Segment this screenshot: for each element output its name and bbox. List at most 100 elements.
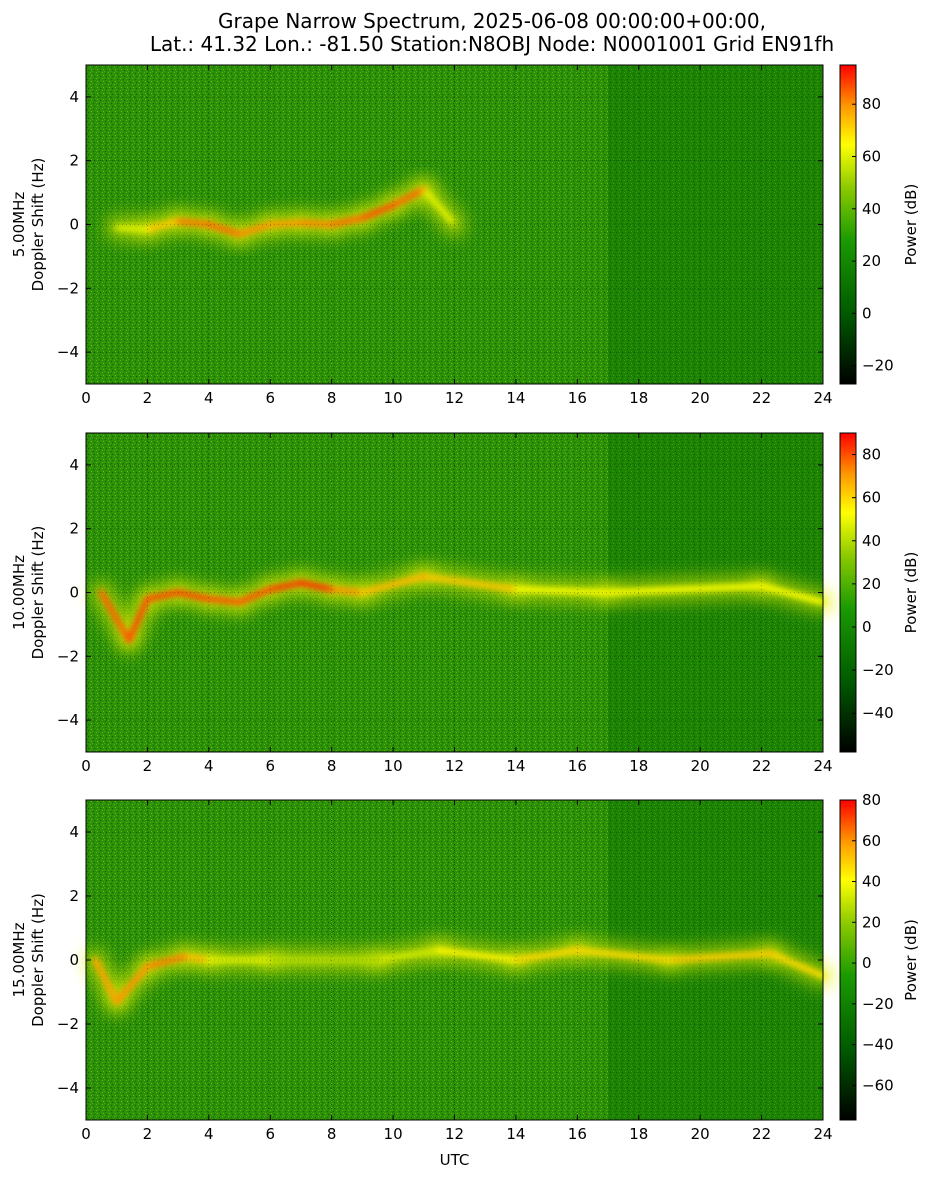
signal-trace-segment bbox=[420, 186, 458, 228]
colorbar-tick-label: −20 bbox=[862, 995, 894, 1013]
colorbar-tick-label: 40 bbox=[862, 532, 881, 550]
signal-point bbox=[605, 590, 611, 595]
signal-trace-segment bbox=[328, 215, 366, 228]
signal-point bbox=[375, 957, 381, 963]
signal-point bbox=[421, 186, 427, 192]
signal-core bbox=[98, 573, 826, 644]
signal-trace-segment bbox=[98, 589, 132, 644]
signal-point bbox=[421, 574, 427, 580]
x-tick-label: 0 bbox=[81, 1125, 91, 1143]
signal-point bbox=[126, 637, 132, 643]
signal-trace-segment bbox=[144, 953, 188, 970]
signal-trace-segment bbox=[359, 202, 397, 222]
y-tick-label: −2 bbox=[57, 1015, 79, 1033]
signal-point bbox=[359, 215, 365, 221]
signal-point bbox=[144, 596, 150, 602]
y-tick-label: 0 bbox=[69, 951, 79, 969]
x-tick-label: 14 bbox=[506, 389, 525, 407]
signal-trace-segment bbox=[328, 586, 366, 596]
x-tick-label: 22 bbox=[752, 757, 771, 775]
x-tick-label: 14 bbox=[506, 1125, 525, 1143]
signal-trace-segment bbox=[113, 224, 151, 233]
y-tick-label: −4 bbox=[57, 1079, 79, 1097]
x-tick-label: 20 bbox=[691, 757, 710, 775]
gridlines bbox=[86, 800, 823, 1120]
gridlines bbox=[86, 433, 823, 752]
x-tick-label: 8 bbox=[327, 1125, 337, 1143]
x-tick-label: 24 bbox=[813, 757, 832, 775]
y-tick-label: 0 bbox=[69, 584, 79, 602]
colorbar-tick-label: 40 bbox=[862, 200, 881, 218]
signal-core bbox=[113, 186, 458, 238]
signal-trace-segment bbox=[767, 950, 826, 979]
signal-point bbox=[237, 599, 243, 605]
colorbar bbox=[839, 432, 857, 753]
y-tick-label: −2 bbox=[57, 647, 79, 665]
signal-point bbox=[206, 596, 212, 602]
signal-trace-segment bbox=[144, 589, 182, 602]
x-tick-label: 4 bbox=[204, 389, 214, 407]
signal-point bbox=[114, 999, 120, 1005]
x-tick-label: 12 bbox=[445, 389, 464, 407]
signal-trace-segment bbox=[267, 579, 304, 593]
signal-point bbox=[98, 590, 104, 595]
signal-trace-segment bbox=[144, 218, 182, 233]
signal-trace-segment bbox=[512, 586, 612, 596]
x-tick-label: 24 bbox=[813, 1125, 832, 1143]
colorbar-tick-label: 80 bbox=[862, 791, 881, 809]
signal-trace-segment bbox=[125, 595, 151, 644]
colorbar-tick-label: 40 bbox=[862, 873, 881, 891]
signal-point bbox=[114, 225, 120, 231]
signal-trace-segment bbox=[236, 586, 274, 606]
colorbar-tick-label: 20 bbox=[862, 913, 881, 931]
signal-point bbox=[666, 957, 672, 963]
signal-point bbox=[92, 957, 98, 963]
x-tick-label: 4 bbox=[204, 757, 214, 775]
x-tick-label: 20 bbox=[691, 1125, 710, 1143]
x-tick-label: 24 bbox=[813, 389, 832, 407]
x-tick-label: 18 bbox=[629, 1125, 648, 1143]
x-tick-label: 6 bbox=[265, 757, 275, 775]
colorbar-tick-label: −60 bbox=[862, 1076, 894, 1094]
colorbar-label: Power (dB) bbox=[902, 919, 920, 1001]
figure-title-line2: Lat.: 41.32 Lon.: -81.50 Station:N8OBJ N… bbox=[150, 32, 834, 56]
colorbar-tick-label: 60 bbox=[862, 148, 881, 166]
x-tick-label: 10 bbox=[384, 1125, 403, 1143]
frequency-label: 5.00MHz bbox=[10, 192, 28, 258]
colorbar-tick-label: 60 bbox=[862, 489, 881, 507]
y-tick-label: 4 bbox=[69, 456, 79, 474]
gridlines bbox=[86, 65, 823, 384]
colorbar-tick-label: −40 bbox=[862, 704, 894, 722]
y-tick-label: 4 bbox=[69, 88, 79, 106]
signal-point bbox=[759, 583, 765, 589]
signal-trace-segment bbox=[420, 573, 519, 593]
signal-point bbox=[574, 947, 580, 953]
signal-point bbox=[436, 947, 442, 953]
colorbar-tick-label: 0 bbox=[862, 954, 872, 972]
signal-point bbox=[298, 220, 304, 226]
y-tick-label: 2 bbox=[69, 887, 79, 905]
x-tick-label: 20 bbox=[691, 389, 710, 407]
signal-trace-segment bbox=[297, 579, 335, 593]
signal-trace-segment bbox=[267, 219, 304, 228]
signal-trace-segment bbox=[374, 947, 443, 963]
signal-point bbox=[181, 954, 187, 960]
colorbar-tick-label: −20 bbox=[862, 661, 894, 679]
figure-title-line1: Grape Narrow Spectrum, 2025-06-08 00:00:… bbox=[218, 9, 766, 33]
x-tick-label: 10 bbox=[384, 389, 403, 407]
y-tick-label: −2 bbox=[57, 279, 79, 297]
x-tick-label: 18 bbox=[629, 389, 648, 407]
x-tick-label: 6 bbox=[265, 1125, 275, 1143]
colorbar-tick-label: −20 bbox=[862, 357, 894, 375]
colorbar-label: Power (dB) bbox=[902, 184, 920, 266]
y-tick-label: −4 bbox=[57, 711, 79, 729]
x-axis-label: UTC bbox=[440, 1151, 470, 1169]
signal-point bbox=[329, 222, 335, 227]
signal-trace-segment bbox=[436, 947, 519, 963]
quiet-region bbox=[608, 65, 823, 384]
signal-point bbox=[298, 580, 304, 586]
x-tick-label: 16 bbox=[568, 389, 587, 407]
colorbar-tick-label: 20 bbox=[862, 252, 881, 270]
signal-trace-segment bbox=[181, 953, 212, 963]
